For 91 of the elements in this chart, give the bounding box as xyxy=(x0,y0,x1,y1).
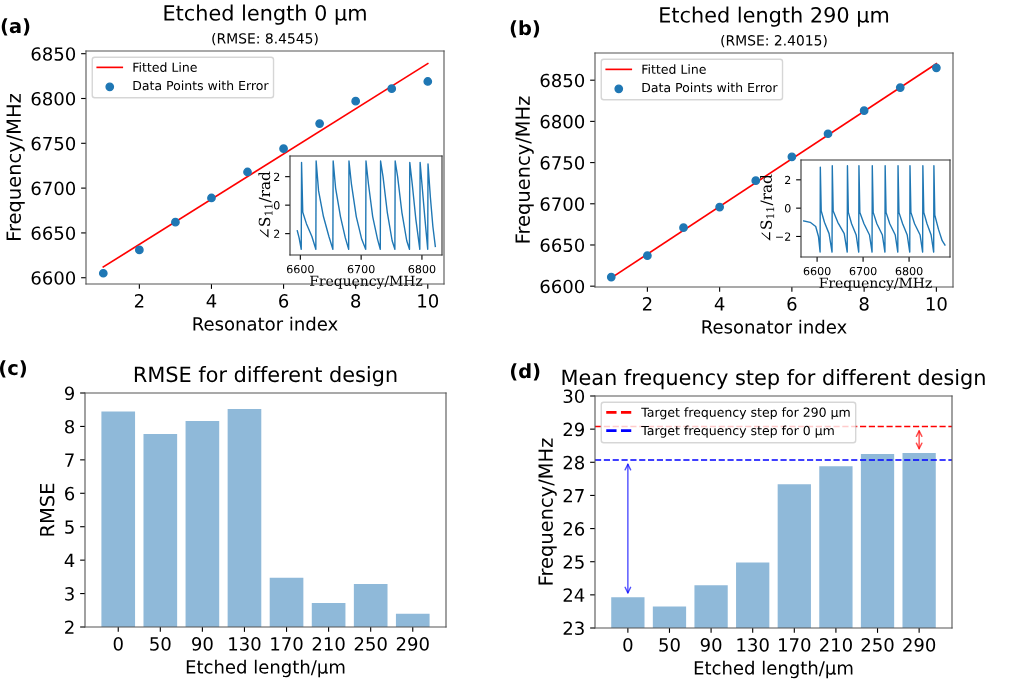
x-tick-label: 6800 xyxy=(408,264,436,274)
y-tick-label: 6750 xyxy=(31,136,76,151)
y-tick-label: 25 xyxy=(563,555,584,569)
legend-label: Target frequency step for 290 µm xyxy=(641,407,850,420)
x-tick-label: 130 xyxy=(737,638,769,652)
chart-subtitle: (RMSE: 8.4545) xyxy=(212,32,318,46)
x-axis-title: Resonator index xyxy=(702,319,847,334)
x-tick-label: 10 xyxy=(418,294,439,308)
x-tick-label: 290 xyxy=(903,638,936,652)
y-tick-label: 3 xyxy=(65,587,74,601)
legend-label: Fitted Line xyxy=(133,62,197,72)
y-axis-title: Frequency/MHz xyxy=(6,94,25,240)
y-tick-label: 8 xyxy=(65,419,75,434)
y-tick-label: 28 xyxy=(563,455,585,470)
x-tick-label: 4 xyxy=(206,294,217,308)
x-tick-label: 8 xyxy=(859,297,869,311)
x-tick-label: 210 xyxy=(820,638,852,652)
y-tick-label: 2 xyxy=(274,172,280,181)
x-axis-title: Frequency/MHz xyxy=(310,275,423,289)
x-tick-label: 130 xyxy=(229,637,261,651)
y-tick-label: 6650 xyxy=(31,226,76,241)
y-tick-label: 7 xyxy=(65,453,74,467)
x-tick-label: 290 xyxy=(396,637,429,651)
x-tick-label: 50 xyxy=(659,638,680,652)
y-tick-label: 6850 xyxy=(31,47,76,61)
y-tick-label: 4 xyxy=(64,553,75,567)
x-tick-label: 250 xyxy=(354,637,387,651)
y-tick-label: 6700 xyxy=(540,197,585,211)
y-tick-label: 23 xyxy=(563,621,584,636)
x-tick-label: 6700 xyxy=(849,266,877,276)
x-tick-label: 4 xyxy=(714,297,725,311)
legend-label: Fitted Line xyxy=(642,64,706,74)
y-tick-label: −2 xyxy=(776,232,791,241)
chart-title: Etched length 0 µm xyxy=(164,4,366,25)
y-tick-label: 27 xyxy=(563,488,584,503)
x-tick-label: 90 xyxy=(700,638,722,652)
x-axis-title: Resonator index xyxy=(193,316,338,331)
chart-subtitle: (RMSE: 2.4015) xyxy=(721,34,827,48)
y-tick-label: 6600 xyxy=(540,279,585,294)
x-tick-label: 10 xyxy=(926,297,947,311)
chart-title: Mean frequency step for different design xyxy=(562,369,985,390)
y-tick-label: 9 xyxy=(64,386,75,401)
y-tick-label: 6700 xyxy=(31,181,76,196)
y-tick-label: 6800 xyxy=(540,114,585,129)
x-tick-label: 250 xyxy=(861,638,894,652)
y-axis-title: ∠S$_{11}$/rad xyxy=(760,174,775,241)
x-tick-label: 90 xyxy=(192,637,213,651)
y-tick-label: 2 xyxy=(65,620,74,634)
text: (b) xyxy=(510,20,540,38)
y-tick-label: 24 xyxy=(563,588,585,602)
chart-title: RMSE for different design xyxy=(134,366,397,387)
x-axis-title: Etched length/µm xyxy=(694,660,853,679)
text: (c) xyxy=(0,360,26,378)
y-axis-title: ∠S$_{11}$/rad xyxy=(258,171,273,238)
x-tick-label: 0 xyxy=(623,638,633,652)
x-tick-label: 8 xyxy=(351,294,361,308)
x-tick-label: 170 xyxy=(779,638,811,652)
x-tick-label: 2 xyxy=(642,297,652,311)
x-tick-label: 6600 xyxy=(803,266,831,276)
legend-label: Data Points with Error xyxy=(133,80,269,91)
y-axis-title: Frequency/MHz xyxy=(538,438,557,585)
legend-label: Target frequency step for 0 µm xyxy=(641,425,834,438)
y-tick-label: 0 xyxy=(784,204,791,213)
x-tick-label: 6800 xyxy=(895,266,923,276)
y-tick-label: 5 xyxy=(65,520,74,534)
y-axis-title: Frequency/MHz xyxy=(515,96,534,243)
y-tick-label: 30 xyxy=(563,389,585,404)
y-tick-label: 26 xyxy=(563,522,585,536)
y-tick-label: 29 xyxy=(563,422,585,437)
x-tick-label: 6700 xyxy=(347,264,375,274)
x-tick-label: 170 xyxy=(271,637,303,651)
y-tick-label: 6850 xyxy=(540,73,585,88)
x-tick-label: 6600 xyxy=(286,264,314,274)
y-tick-label: 6 xyxy=(65,486,75,501)
x-tick-label: 0 xyxy=(113,637,123,651)
y-tick-label: 0 xyxy=(273,201,280,210)
x-tick-label: 2 xyxy=(134,294,144,308)
x-axis-title: Etched length/µm xyxy=(186,659,345,678)
text: (d) xyxy=(510,363,540,381)
y-tick-label: 6750 xyxy=(540,156,585,170)
chart-title: Etched length 290 µm xyxy=(660,6,889,27)
x-axis-title: Frequency/MHz xyxy=(819,277,932,291)
y-tick-label: 2 xyxy=(785,175,791,185)
y-tick-label: 6800 xyxy=(31,91,76,106)
y-tick-label: 6650 xyxy=(540,238,585,253)
y-tick-label: 2 xyxy=(274,229,280,238)
y-axis-title: RMSE xyxy=(39,483,55,536)
legend-label: Data Points with Error xyxy=(642,82,778,93)
x-tick-label: 50 xyxy=(150,637,171,651)
x-tick-label: 210 xyxy=(312,637,345,651)
text: (a) xyxy=(1,18,30,36)
